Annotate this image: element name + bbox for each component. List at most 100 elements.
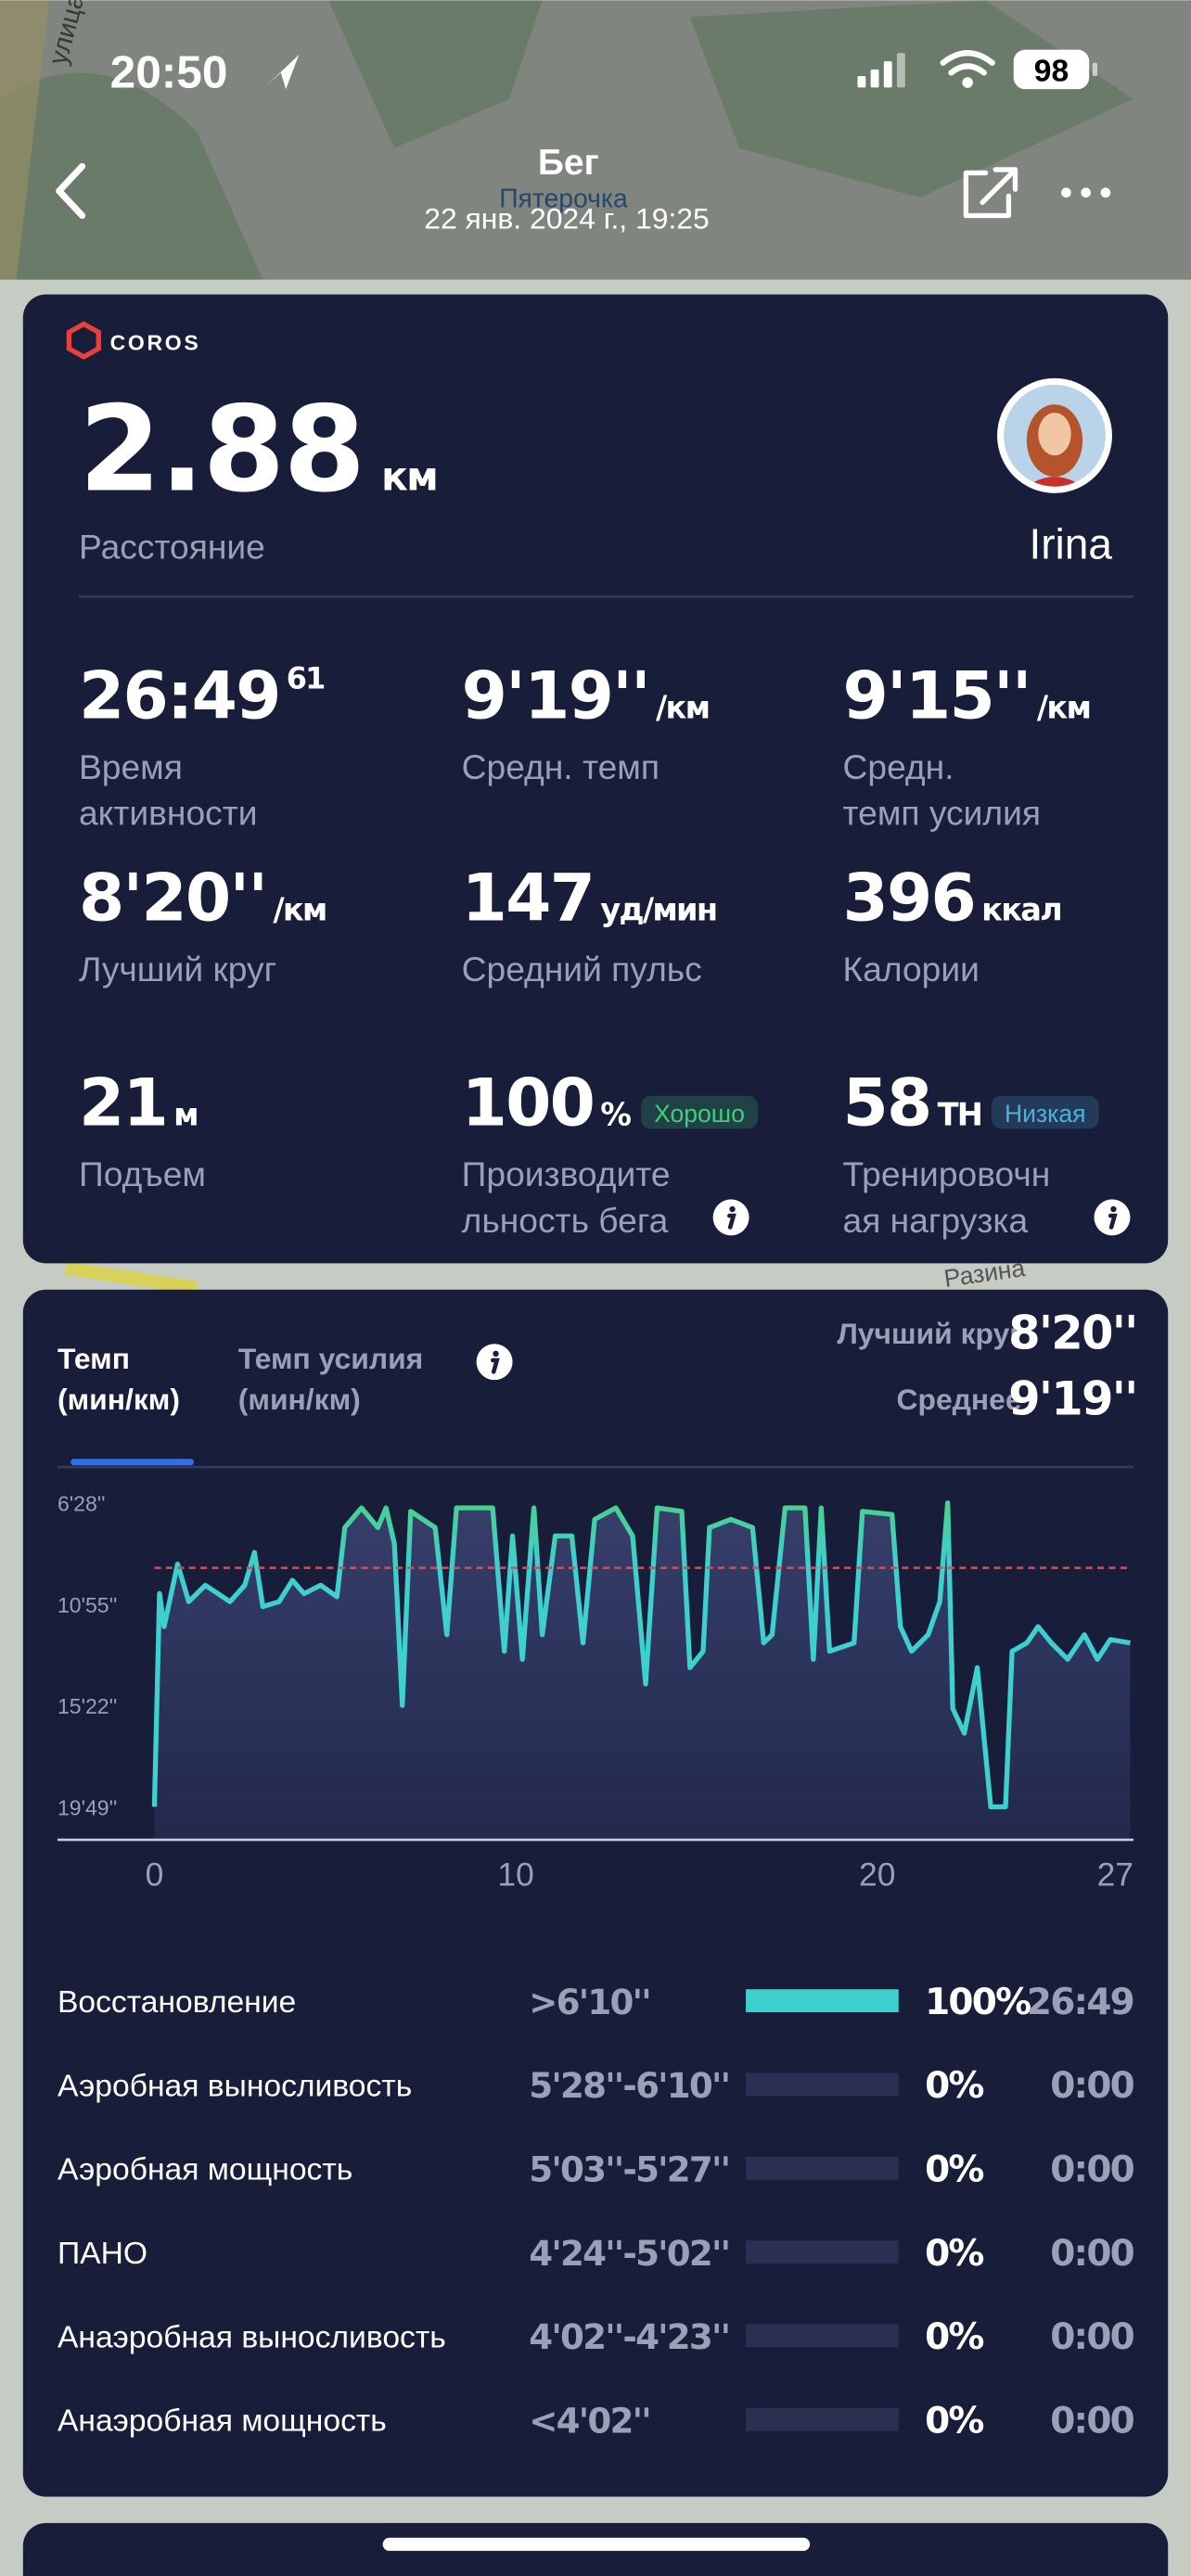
stat-value: 21	[79, 1065, 167, 1141]
info-icon[interactable]	[1094, 1199, 1131, 1236]
zone-track	[746, 2324, 899, 2348]
stat-label: Лучший круг	[79, 950, 276, 988]
zones-table: Восстановление >6'10'' 100%26:49 Аэробная в…	[58, 1982, 1135, 2442]
zone-range: 5'28''-6'10''	[529, 2065, 729, 2106]
zone-name: Анаэробная выносливость	[58, 2320, 446, 2354]
zone-time: 26:49	[1027, 1982, 1133, 2023]
chart-tab: Темп усилия	[238, 1342, 423, 1375]
zone-range: 5'03''-5'27''	[529, 2149, 729, 2189]
y-tick-label: 6'28''	[58, 1492, 106, 1516]
zone-range: >6'10''	[529, 1982, 650, 2022]
map-label: Пятерочка	[499, 185, 628, 214]
distance: 2.88 км	[79, 381, 437, 518]
y-tick-label: 19'49''	[58, 1795, 117, 1819]
stat: 21 м	[79, 1065, 198, 1141]
info-icon[interactable]	[476, 1344, 513, 1381]
stat-label: активности	[79, 794, 258, 833]
stat: 9'15''/км	[843, 657, 1091, 733]
info-stem	[1108, 1213, 1118, 1230]
summary-label: Среднее	[896, 1383, 1021, 1416]
stat: 58 TH	[843, 1065, 982, 1141]
zone-range: <4'02''	[529, 2400, 650, 2441]
stat: 8'20''/км	[79, 859, 327, 936]
battery-tip	[1092, 62, 1098, 76]
stat-label: Средн.	[843, 747, 954, 786]
y-tick-label: 15'22''	[58, 1694, 117, 1718]
stat-value: 100	[462, 1065, 595, 1141]
zone-time: 0:00	[1050, 2316, 1133, 2358]
stat-label: Средний пульс	[462, 950, 702, 988]
stat: 147 уд/мин	[462, 859, 717, 936]
zone-range: 4'02''-4'23''	[529, 2316, 729, 2357]
zone-time: 0:00	[1050, 2065, 1133, 2107]
stat-badge-text: Низкая	[1005, 1100, 1086, 1128]
zone-percent: 0%	[925, 2400, 983, 2442]
stat-label: Тренировочн	[843, 1154, 1051, 1193]
stat-unit: %	[600, 1097, 631, 1133]
stat: 26:49 61	[79, 657, 324, 733]
stat-unit: ккал	[981, 891, 1061, 927]
chart-tab: (мин/км)	[58, 1383, 180, 1416]
info-dot	[729, 1205, 736, 1213]
x-tick-label: 20	[859, 1856, 895, 1894]
zone-bar	[746, 1989, 899, 2013]
stat-badge	[640, 1095, 759, 1129]
share-button[interactable]	[963, 167, 1018, 219]
info-stem	[727, 1213, 736, 1230]
zone-percent: 0%	[925, 2316, 983, 2358]
y-tick-label: 10'55''	[58, 1593, 117, 1617]
pace-line	[151, 1500, 1131, 1810]
back-button[interactable]	[56, 162, 86, 220]
x-tick-label: 10	[497, 1856, 533, 1894]
stat-unit: /км	[656, 689, 709, 725]
zone-track	[746, 2156, 899, 2180]
wifi-icon	[940, 50, 995, 88]
chart-tab: (мин/км)	[238, 1383, 361, 1416]
zone-time: 0:00	[1050, 2233, 1133, 2275]
header-subtitle: 22 янв. 2024 г., 19:25	[424, 202, 710, 236]
zone-range: 4'24''-5'02''	[529, 2233, 729, 2274]
stat-unit: /км	[1037, 689, 1090, 725]
info-dot	[493, 1350, 499, 1358]
stat-label: Средн. темп	[462, 747, 660, 786]
zone-name: Аэробная выносливость	[58, 2069, 412, 2103]
stat-value: 9'15''	[843, 657, 1031, 733]
chart-tab: Темп	[58, 1342, 130, 1375]
zone-name: ПАНО	[58, 2237, 147, 2271]
stat: 100%	[462, 1065, 632, 1141]
zone-track	[746, 2072, 899, 2097]
stat-label: льность бега	[462, 1201, 669, 1240]
zone-percent: 0%	[925, 2233, 983, 2275]
stat-label: Калории	[843, 950, 980, 988]
brand-logo	[66, 321, 101, 360]
user-name: Irina	[1029, 520, 1112, 568]
stat-value: 58	[843, 1065, 931, 1141]
zone-name: Анаэробная мощность	[58, 2404, 387, 2439]
info-stem	[491, 1358, 500, 1374]
info-icon[interactable]	[712, 1199, 749, 1236]
distance-label: Расстояние	[79, 528, 265, 567]
zone-name: Восстановление	[58, 1985, 296, 2020]
tab-indicator	[70, 1459, 194, 1466]
stat: 396 ккал	[843, 859, 1062, 936]
stat-value: 9'19''	[462, 657, 649, 733]
more-button[interactable]	[1061, 187, 1111, 198]
stat-sup: 61	[287, 661, 325, 696]
stat-value: 147	[462, 859, 595, 936]
stat-badge-text: Хорошо	[654, 1100, 745, 1128]
header-shade	[0, 0, 1191, 280]
stat-unit: м	[173, 1097, 198, 1133]
home-indicator	[382, 2537, 811, 2551]
stat: 9'19''/км	[462, 657, 710, 733]
zone-track	[746, 2407, 899, 2431]
zone-percent: 0%	[925, 2065, 983, 2107]
stat-unit: уд/мин	[600, 891, 716, 927]
signal-icon	[857, 53, 905, 88]
zone-percent: 0%	[925, 2149, 983, 2190]
summary-label: Лучший круг	[837, 1317, 1021, 1350]
header-title: Бег	[538, 143, 599, 183]
stat-label: ая нагрузка	[843, 1201, 1029, 1240]
location-icon	[265, 54, 300, 90]
stat-value: 396	[843, 859, 976, 936]
